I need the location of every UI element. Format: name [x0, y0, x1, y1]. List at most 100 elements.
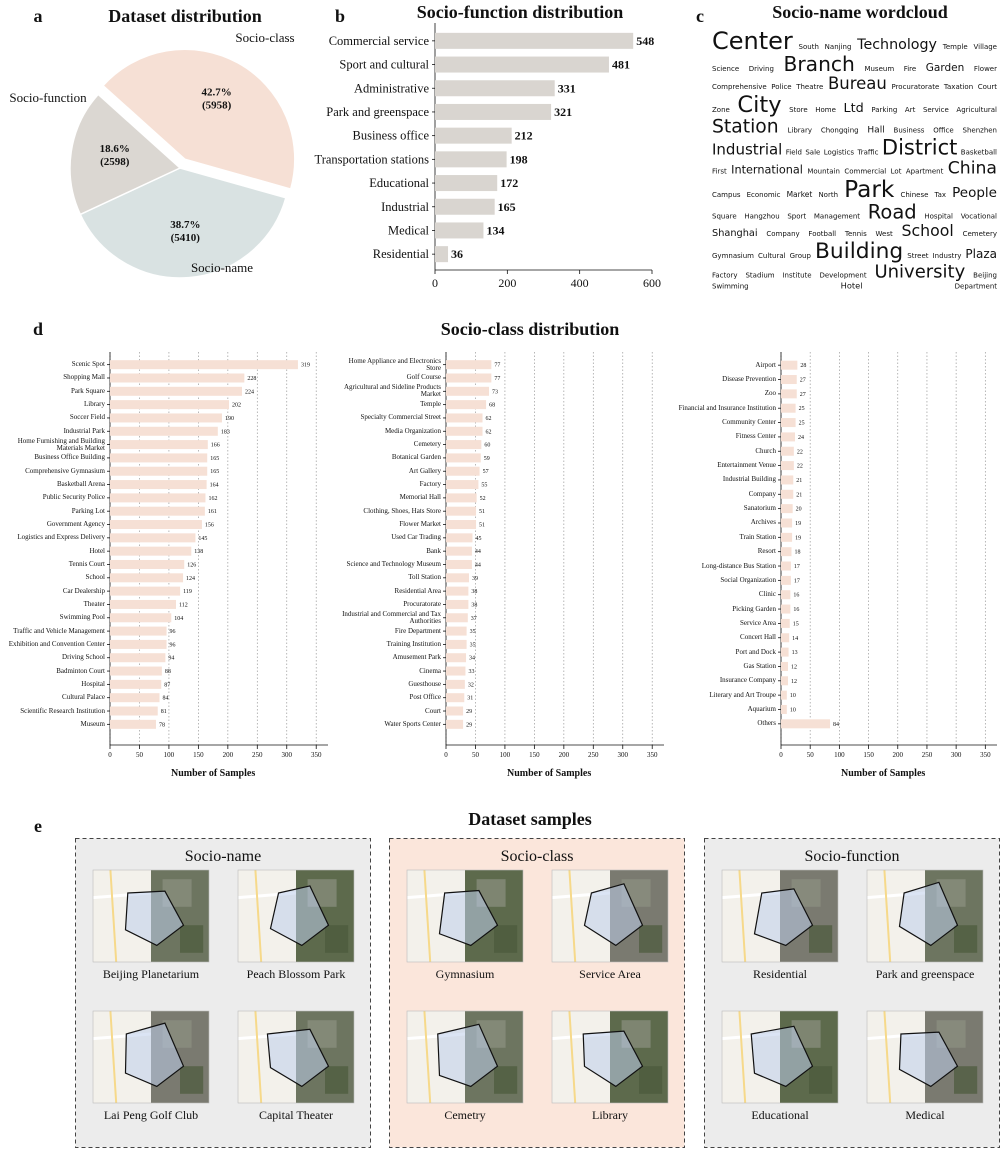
y-tick-label: Gas Station	[743, 661, 776, 670]
word: City	[737, 92, 781, 118]
bar	[110, 466, 208, 476]
y-tick-label: Guesthouse	[408, 679, 441, 688]
value-label: 88	[165, 669, 171, 675]
value-label: 134	[486, 223, 504, 237]
y-tick-label: Hotel	[89, 546, 105, 555]
panel-label: d	[33, 319, 43, 339]
word: Taxation	[943, 83, 973, 91]
bar	[110, 693, 160, 703]
word: Market	[787, 190, 813, 199]
sample-outline	[898, 1031, 959, 1088]
map-road	[883, 869, 892, 963]
value-label: 17	[794, 578, 800, 584]
sample-image	[721, 1010, 839, 1104]
chart-title: Socio-name wordcloud	[772, 2, 948, 22]
satellite-patch	[325, 925, 349, 953]
bar	[110, 440, 208, 450]
y-tick-label: Soccer Field	[69, 413, 105, 422]
word: Building	[815, 239, 903, 264]
y-tick-label: Insurance Company	[719, 676, 776, 685]
pie-percent-label: 38.7%	[170, 219, 200, 231]
value-label: 164	[210, 483, 219, 489]
value-label: 228	[247, 376, 256, 382]
value-label: 94	[168, 656, 174, 662]
word: Field	[786, 148, 802, 156]
y-tick-label: Industrial	[381, 200, 429, 214]
pie-count-label: (5410)	[171, 232, 201, 244]
word: Factory	[712, 272, 738, 280]
value-label: 25	[799, 406, 805, 412]
map-road	[109, 869, 118, 963]
x-tick-label: 300	[282, 751, 293, 759]
bar	[446, 573, 469, 583]
value-label: 20	[796, 507, 802, 513]
y-tick-label: Industrial Park	[63, 426, 105, 435]
sample-image	[406, 869, 524, 963]
y-tick-label: Airport	[755, 360, 776, 369]
y-tick-label: Car Dealership	[62, 586, 105, 595]
word: Technology	[856, 37, 937, 53]
bar	[110, 599, 176, 609]
map-road	[254, 869, 263, 963]
word: Tax	[933, 191, 946, 199]
value-label: 112	[179, 602, 188, 608]
bar	[110, 453, 208, 463]
word: South	[799, 43, 819, 51]
value-label: 10	[790, 707, 796, 713]
bar	[446, 533, 473, 543]
y-tick-label: Botanical Garden	[391, 453, 441, 462]
y-tick-label: Service Area	[740, 618, 776, 627]
y-tick-label: Clinic	[758, 590, 776, 599]
value-label: 38	[471, 589, 477, 595]
bar	[781, 461, 794, 471]
map-road	[883, 1010, 892, 1104]
x-tick-label: 150	[529, 751, 540, 759]
value-label: 319	[301, 363, 310, 369]
sample-caption: Park and greenspace	[876, 967, 975, 981]
x-tick-label: 150	[193, 751, 204, 759]
value-label: 45	[476, 536, 482, 542]
word: Shenzhen	[963, 127, 997, 135]
value-label: 36	[451, 247, 463, 261]
x-tick-label: 350	[647, 751, 658, 759]
y-tick-label: Cemetery	[413, 440, 441, 449]
word: Cultural	[758, 252, 786, 260]
x-tick-label: 100	[500, 751, 511, 759]
y-tick-label: Driving School	[62, 653, 105, 662]
word: International	[731, 163, 803, 176]
bar	[781, 604, 791, 614]
value-label: 32	[468, 682, 474, 688]
word: Group	[790, 252, 812, 260]
y-tick-label: Post Office	[409, 693, 441, 702]
pie-count-label: (5958)	[202, 99, 232, 111]
bar	[110, 480, 207, 490]
pie-percent-label: 42.7%	[202, 86, 232, 98]
image-frame	[866, 869, 984, 963]
bar	[781, 633, 790, 643]
sample-outline	[124, 1022, 185, 1088]
bar	[110, 613, 172, 623]
value-label: 51	[479, 509, 485, 515]
sample-image	[237, 1010, 355, 1104]
value-label: 22	[797, 449, 803, 455]
x-axis-title: Number of Samples	[841, 768, 925, 779]
y-tick-label: Social Organization	[720, 575, 776, 584]
value-label: 161	[208, 509, 217, 515]
bar	[110, 386, 242, 396]
word: Department	[955, 282, 998, 290]
bar	[446, 413, 483, 423]
word: Industry	[933, 252, 962, 260]
bar	[110, 373, 245, 383]
value-label: 96	[170, 629, 176, 635]
value-label: 13	[792, 650, 798, 656]
value-label: 212	[515, 129, 533, 143]
bar	[446, 706, 464, 716]
value-label: 51	[479, 523, 485, 529]
bar	[110, 506, 205, 516]
value-label: 138	[194, 549, 203, 555]
word: Garden	[926, 62, 964, 74]
word: Hotel	[841, 280, 863, 290]
sample-caption: Lai Peng Golf Club	[104, 1108, 198, 1122]
bar	[446, 626, 467, 636]
value-label: 27	[800, 392, 806, 398]
